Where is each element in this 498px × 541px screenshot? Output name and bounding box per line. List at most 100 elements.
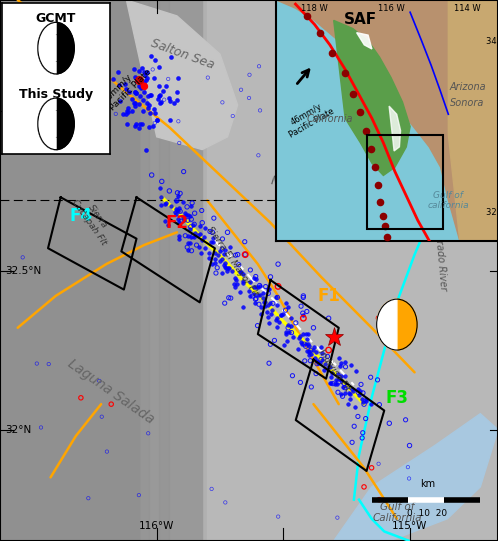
Bar <box>78 0 89 541</box>
Point <box>374 375 381 384</box>
Point <box>337 372 345 380</box>
Point <box>381 222 389 230</box>
Point <box>256 106 264 115</box>
Point <box>380 305 388 313</box>
Point <box>253 321 261 330</box>
Point <box>252 272 260 281</box>
Point <box>266 299 274 308</box>
Point <box>221 498 229 507</box>
Point <box>193 241 201 249</box>
Point <box>123 107 131 116</box>
Point <box>109 75 117 83</box>
Point <box>240 269 248 278</box>
Point <box>264 285 272 293</box>
Point <box>354 388 362 397</box>
Text: km: km <box>420 479 435 489</box>
Point <box>334 388 342 397</box>
Point <box>212 269 220 278</box>
Wedge shape <box>56 111 65 137</box>
Point <box>457 201 465 209</box>
Point <box>428 156 436 164</box>
Point <box>300 340 308 348</box>
Point <box>184 239 192 248</box>
Point <box>338 186 346 194</box>
Point <box>138 64 146 72</box>
Bar <box>139 0 149 541</box>
Point <box>189 232 197 241</box>
Point <box>187 222 195 231</box>
Point <box>167 52 175 61</box>
Point <box>296 332 304 340</box>
Point <box>288 371 296 380</box>
Text: 116 W: 116 W <box>377 4 404 13</box>
Point <box>274 282 282 291</box>
Point <box>379 26 387 35</box>
Point <box>249 283 257 292</box>
Point <box>142 76 150 84</box>
Point <box>301 357 309 365</box>
Point <box>155 81 163 90</box>
Point <box>140 68 148 76</box>
Point <box>272 293 280 301</box>
Point <box>245 286 253 295</box>
Point <box>19 253 27 262</box>
Point <box>123 85 130 94</box>
Point <box>221 299 229 307</box>
Point <box>153 116 161 124</box>
Point <box>360 398 368 406</box>
Point <box>295 333 303 342</box>
Point <box>103 447 111 456</box>
Point <box>255 300 263 308</box>
Point <box>313 359 321 368</box>
Point <box>233 280 241 288</box>
Text: Sierra
Cucapah Flt: Sierra Cucapah Flt <box>70 192 117 247</box>
Point <box>230 280 238 289</box>
Point <box>250 299 258 307</box>
Point <box>446 191 454 200</box>
Point <box>153 95 161 103</box>
Point <box>318 348 326 357</box>
Point <box>360 400 368 408</box>
Point <box>196 229 204 238</box>
Point <box>299 314 307 322</box>
Point <box>196 221 204 230</box>
Text: US: US <box>425 153 444 166</box>
Point <box>335 375 343 384</box>
Point <box>169 98 177 107</box>
Point <box>273 61 281 70</box>
Point <box>208 228 216 236</box>
Polygon shape <box>357 32 372 49</box>
Point <box>181 232 189 240</box>
Point <box>149 65 157 74</box>
Point <box>281 306 289 314</box>
Point <box>332 376 340 385</box>
Point <box>224 264 232 273</box>
Point <box>261 302 269 311</box>
Point <box>296 378 304 387</box>
Point <box>204 73 212 82</box>
Point <box>336 362 344 371</box>
Point <box>191 229 199 238</box>
Point <box>282 299 290 307</box>
Text: F4: F4 <box>69 207 93 226</box>
Point <box>249 292 257 300</box>
Point <box>194 230 202 239</box>
Point <box>156 184 164 193</box>
Point <box>332 36 340 44</box>
Point <box>353 367 361 375</box>
Point <box>245 94 253 102</box>
Point <box>156 99 164 108</box>
Point <box>104 113 112 122</box>
Point <box>367 145 375 154</box>
Bar <box>58 0 68 541</box>
Point <box>139 96 147 105</box>
Point <box>174 215 182 223</box>
Point <box>292 319 300 327</box>
Text: 46mm/y
Pacific Plate: 46mm/y Pacific Plate <box>282 98 336 140</box>
Point <box>305 346 313 355</box>
Point <box>183 243 191 252</box>
Point <box>340 382 348 391</box>
Point <box>153 116 161 124</box>
Point <box>316 28 324 37</box>
Point <box>286 314 294 322</box>
